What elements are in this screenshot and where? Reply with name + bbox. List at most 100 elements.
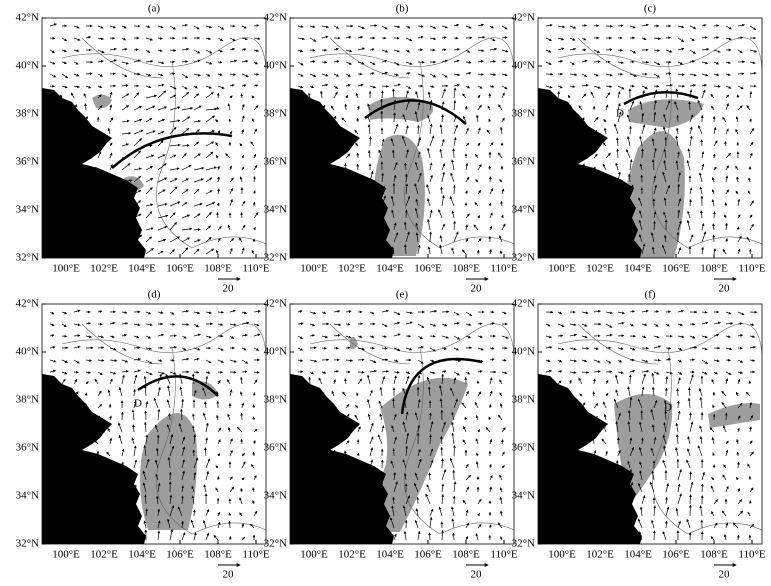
wind-vector xyxy=(690,199,691,206)
wind-vector xyxy=(701,211,702,218)
wind-vector xyxy=(406,322,412,324)
wind-vector xyxy=(642,86,647,89)
wind-vector xyxy=(678,336,684,337)
wind-vector xyxy=(726,74,730,75)
wind-vector xyxy=(713,224,714,230)
wind-vector xyxy=(500,488,502,492)
wind-vector xyxy=(194,204,202,206)
wind-vector xyxy=(122,449,124,456)
wind-vector xyxy=(738,428,739,432)
wind-vector xyxy=(604,119,606,122)
wind-vector xyxy=(382,371,389,372)
wind-vector xyxy=(194,142,199,146)
wind-vector xyxy=(251,464,254,468)
wind-vector xyxy=(194,249,199,254)
wind-vector xyxy=(194,324,199,327)
wind-vector xyxy=(110,92,112,98)
wind-vector xyxy=(452,519,454,528)
wind-vector xyxy=(194,86,197,88)
wind-vector xyxy=(86,323,91,324)
low-marker: D xyxy=(664,402,672,414)
wind-vector xyxy=(50,347,55,348)
wind-vector xyxy=(253,417,254,420)
wind-vector xyxy=(298,38,304,39)
wind-vector xyxy=(254,38,260,39)
wind-vector xyxy=(466,391,469,396)
wind-vector xyxy=(698,126,702,134)
wind-vector xyxy=(454,85,460,86)
wind-vector xyxy=(454,60,459,62)
wind-vector xyxy=(502,86,507,89)
wind-vector xyxy=(218,522,220,528)
wind-vector xyxy=(616,375,618,384)
wind-vector xyxy=(228,104,230,110)
wind-vector xyxy=(546,360,550,362)
wind-vector xyxy=(477,115,478,122)
wind-vector xyxy=(489,119,490,122)
wind-vector xyxy=(690,61,695,62)
wind-vector xyxy=(750,26,756,30)
wind-vector xyxy=(666,483,668,492)
lon-label: 100°E xyxy=(300,549,328,561)
lon-label: 108°E xyxy=(700,549,728,561)
wind-vector xyxy=(616,163,618,170)
wind-vector xyxy=(429,247,430,254)
wind-vector xyxy=(182,324,189,325)
lon-label: 102°E xyxy=(586,263,614,275)
wind-vector xyxy=(405,531,406,540)
wind-vector xyxy=(454,25,459,26)
wind-vector xyxy=(702,348,707,350)
wind-vector xyxy=(466,487,469,492)
wind-vector xyxy=(194,348,200,350)
wind-vector xyxy=(750,324,754,325)
wind-vector xyxy=(122,371,129,372)
wind-vector xyxy=(616,390,618,396)
wind-vector xyxy=(630,371,635,372)
wind-vector xyxy=(146,348,152,349)
wind-vector xyxy=(427,485,430,492)
wind-vector xyxy=(747,105,750,110)
wind-vector xyxy=(618,86,624,89)
wind-vector xyxy=(158,26,163,28)
lat-label: 40°N xyxy=(512,60,535,72)
wind-vector xyxy=(687,161,690,170)
wind-vector xyxy=(442,371,446,372)
wind-vector xyxy=(500,380,502,384)
wind-vector xyxy=(678,494,681,504)
wind-vector xyxy=(500,475,502,480)
wind-vector xyxy=(206,438,207,444)
wind-vector xyxy=(98,336,104,337)
wind-vector xyxy=(74,347,80,348)
wind-vector xyxy=(690,482,693,492)
wind-vector xyxy=(146,61,153,62)
wind-vector xyxy=(736,392,738,396)
wind-vector xyxy=(298,62,303,65)
wind-vector xyxy=(700,187,702,194)
wind-vector xyxy=(158,38,162,39)
lon-label: 110°E xyxy=(738,549,765,561)
wind-vector xyxy=(334,26,339,28)
wind-vector xyxy=(158,312,163,313)
wind-vector xyxy=(726,190,729,194)
wind-vector xyxy=(122,335,127,336)
wind-vector xyxy=(558,26,565,27)
lat-label: 34°N xyxy=(16,490,39,502)
wind-vector xyxy=(134,106,142,110)
wind-vector xyxy=(218,226,221,230)
wind-vector xyxy=(182,189,188,194)
wind-vector xyxy=(490,26,493,28)
wind-vector xyxy=(677,128,678,134)
wind-vector xyxy=(358,62,364,64)
wind-vector xyxy=(110,143,112,146)
wind-vector xyxy=(628,136,630,146)
wind-vector xyxy=(107,452,110,456)
wind-vector xyxy=(606,153,611,158)
wind-vector xyxy=(546,86,552,88)
wind-vector xyxy=(146,336,151,338)
wind-vector xyxy=(582,324,587,326)
wind-vector xyxy=(134,324,140,325)
wind-vector xyxy=(570,62,574,65)
wind-vector xyxy=(678,401,679,408)
wind-vector xyxy=(122,360,128,362)
